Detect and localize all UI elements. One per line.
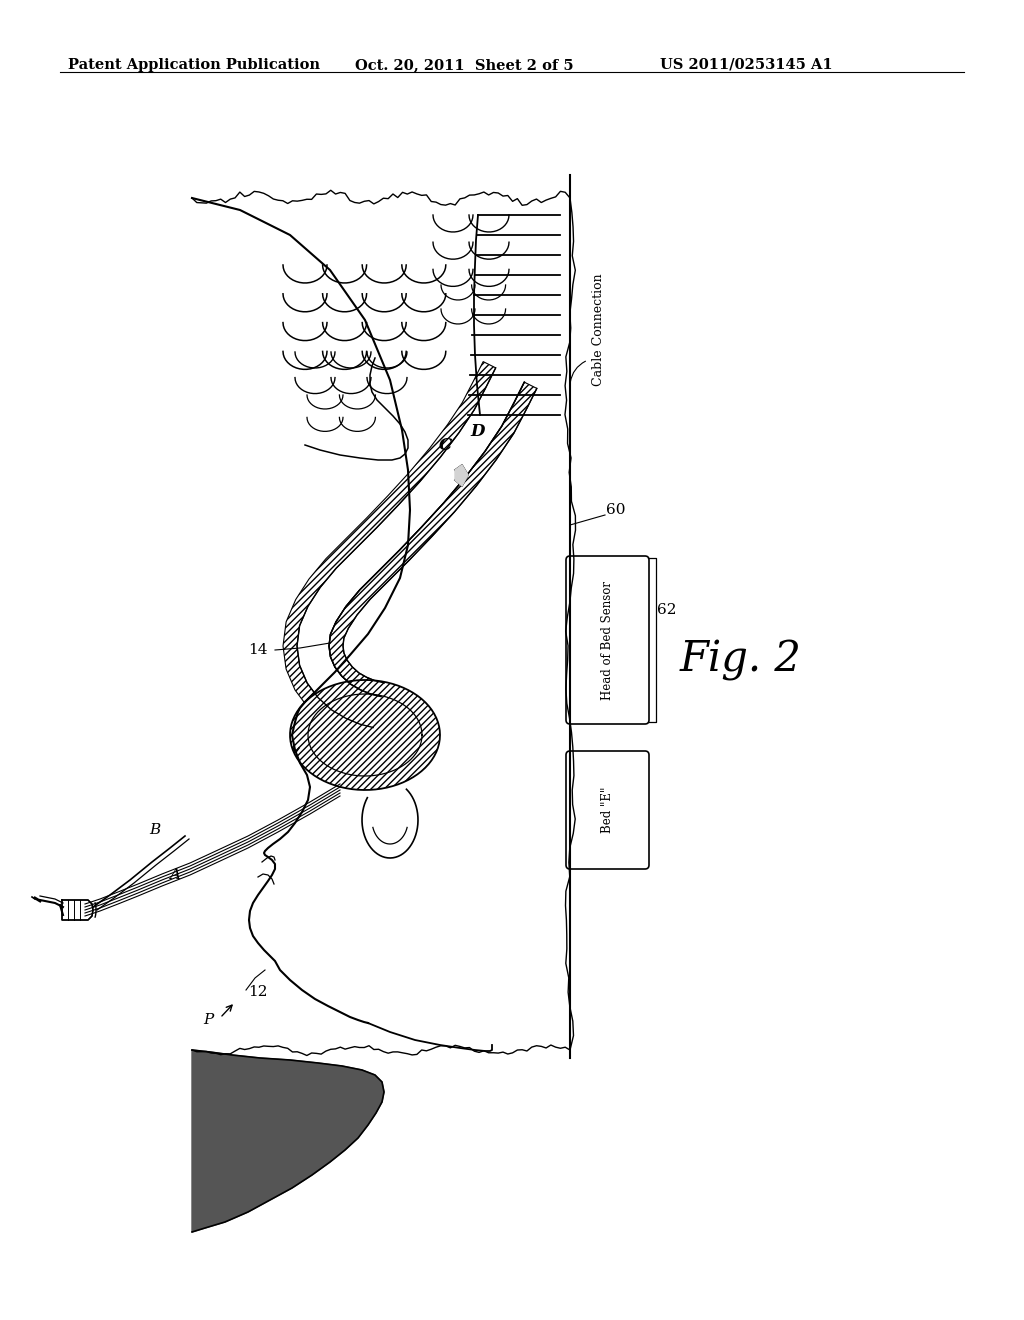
Polygon shape xyxy=(283,362,496,741)
Text: Head of Bed Sensor: Head of Bed Sensor xyxy=(601,581,614,700)
Text: Patent Application Publication: Patent Application Publication xyxy=(68,58,319,73)
Text: D: D xyxy=(471,424,485,441)
Text: B: B xyxy=(150,822,161,837)
Polygon shape xyxy=(193,1049,384,1232)
Text: C: C xyxy=(438,437,452,454)
Polygon shape xyxy=(62,900,93,920)
FancyBboxPatch shape xyxy=(566,751,649,869)
Text: 60: 60 xyxy=(606,503,626,517)
Polygon shape xyxy=(329,383,537,697)
FancyBboxPatch shape xyxy=(566,556,649,723)
Text: Oct. 20, 2011  Sheet 2 of 5: Oct. 20, 2011 Sheet 2 of 5 xyxy=(355,58,573,73)
Text: 12: 12 xyxy=(248,985,267,999)
Text: Fig. 2: Fig. 2 xyxy=(680,639,802,681)
Polygon shape xyxy=(290,680,440,789)
Text: US 2011/0253145 A1: US 2011/0253145 A1 xyxy=(660,58,833,73)
Text: Cable Connection: Cable Connection xyxy=(592,273,604,387)
Text: Bed "E": Bed "E" xyxy=(601,787,614,833)
Text: 62: 62 xyxy=(657,603,677,616)
Polygon shape xyxy=(455,465,468,486)
Text: A: A xyxy=(170,869,180,882)
Text: P: P xyxy=(203,1012,213,1027)
Text: 14: 14 xyxy=(249,643,268,657)
